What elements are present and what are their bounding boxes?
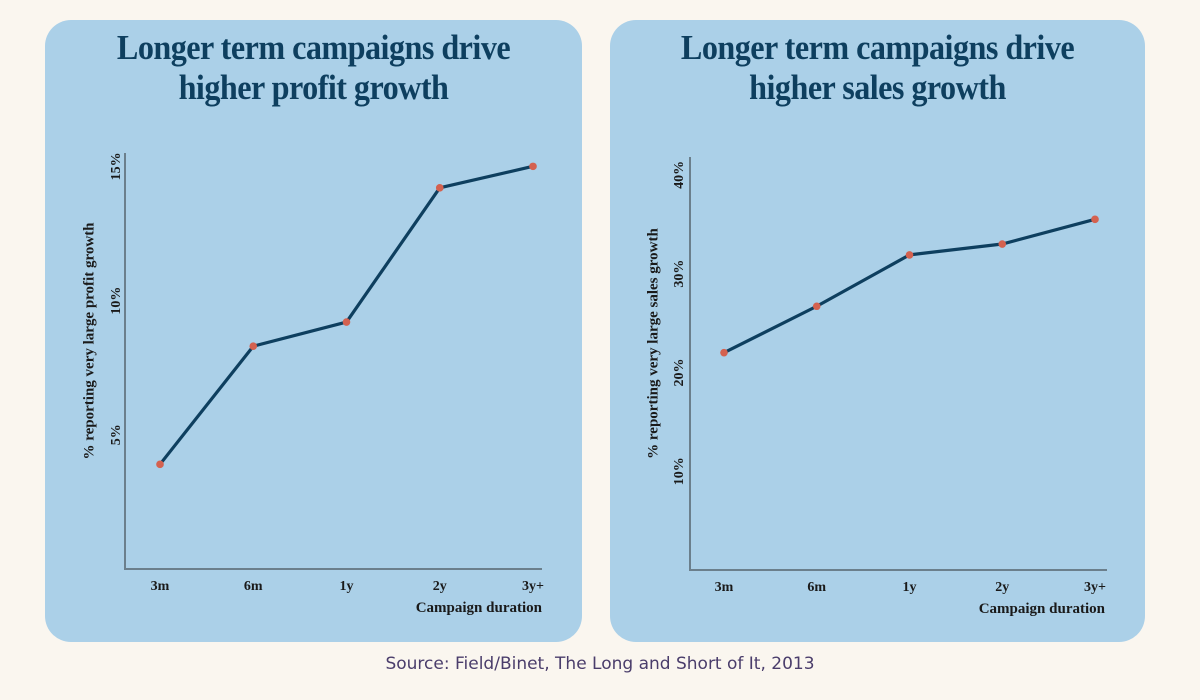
series-line [158,164,534,466]
y-axis-label: % reporting very large profit growth [81,222,97,460]
data-point [529,162,537,171]
data-point [249,342,258,351]
x-tick-label: 3y+ [1084,580,1106,595]
y-tick-label: 15% [109,152,124,180]
data-point [435,184,444,192]
data-point [156,460,164,469]
series-line [723,217,1096,355]
x-tick-label: 6m [807,580,826,595]
data-point [1091,215,1099,224]
source-caption: Source: Field/Binet, The Long and Short … [385,654,815,674]
x-tick-label: 1y [903,580,917,595]
chart-title: Longer term campaigns drive higher sales… [680,28,1075,107]
data-point [342,318,351,326]
x-tick-label: 2y [433,579,447,594]
data-point [905,251,914,259]
x-tick-label: 3y+ [522,579,544,594]
sales-growth-chart-panel: Longer term campaigns drive higher sales… [610,20,1145,642]
y-axis-label: % reporting very large sales growth [645,228,661,459]
x-tick-label: 1y [340,579,354,594]
x-tick-label: 3m [715,580,734,595]
sales-growth-chart: 10% 20% 30% 40% % reporting very large sales… [645,157,1107,617]
y-tick-label: 20% [672,358,687,386]
axis-lines [689,157,1107,571]
x-tick-label: 6m [244,579,263,594]
y-tick-label: 10% [109,287,124,315]
x-tick-label: 3m [151,579,170,594]
y-tick-label: 10% [672,457,687,485]
y-tick-label: 40% [672,161,687,189]
data-point [720,348,728,357]
profit-growth-chart: 5% 10% 15% % reporting very large profit gr… [81,152,544,616]
x-tick-label: 2y [995,580,1009,595]
data-point [998,240,1007,248]
y-tick-label: 30% [672,260,687,288]
y-tick-label: 5% [109,424,124,445]
x-axis-label: Campaign duration [979,601,1106,617]
x-axis-label: Campaign duration [416,600,543,616]
data-point [812,302,821,311]
profit-growth-chart-panel: Longer term campaigns drive higher profi… [45,20,582,642]
axis-lines [124,153,542,570]
chart-title: Longer term campaigns drive higher profi… [116,28,511,107]
